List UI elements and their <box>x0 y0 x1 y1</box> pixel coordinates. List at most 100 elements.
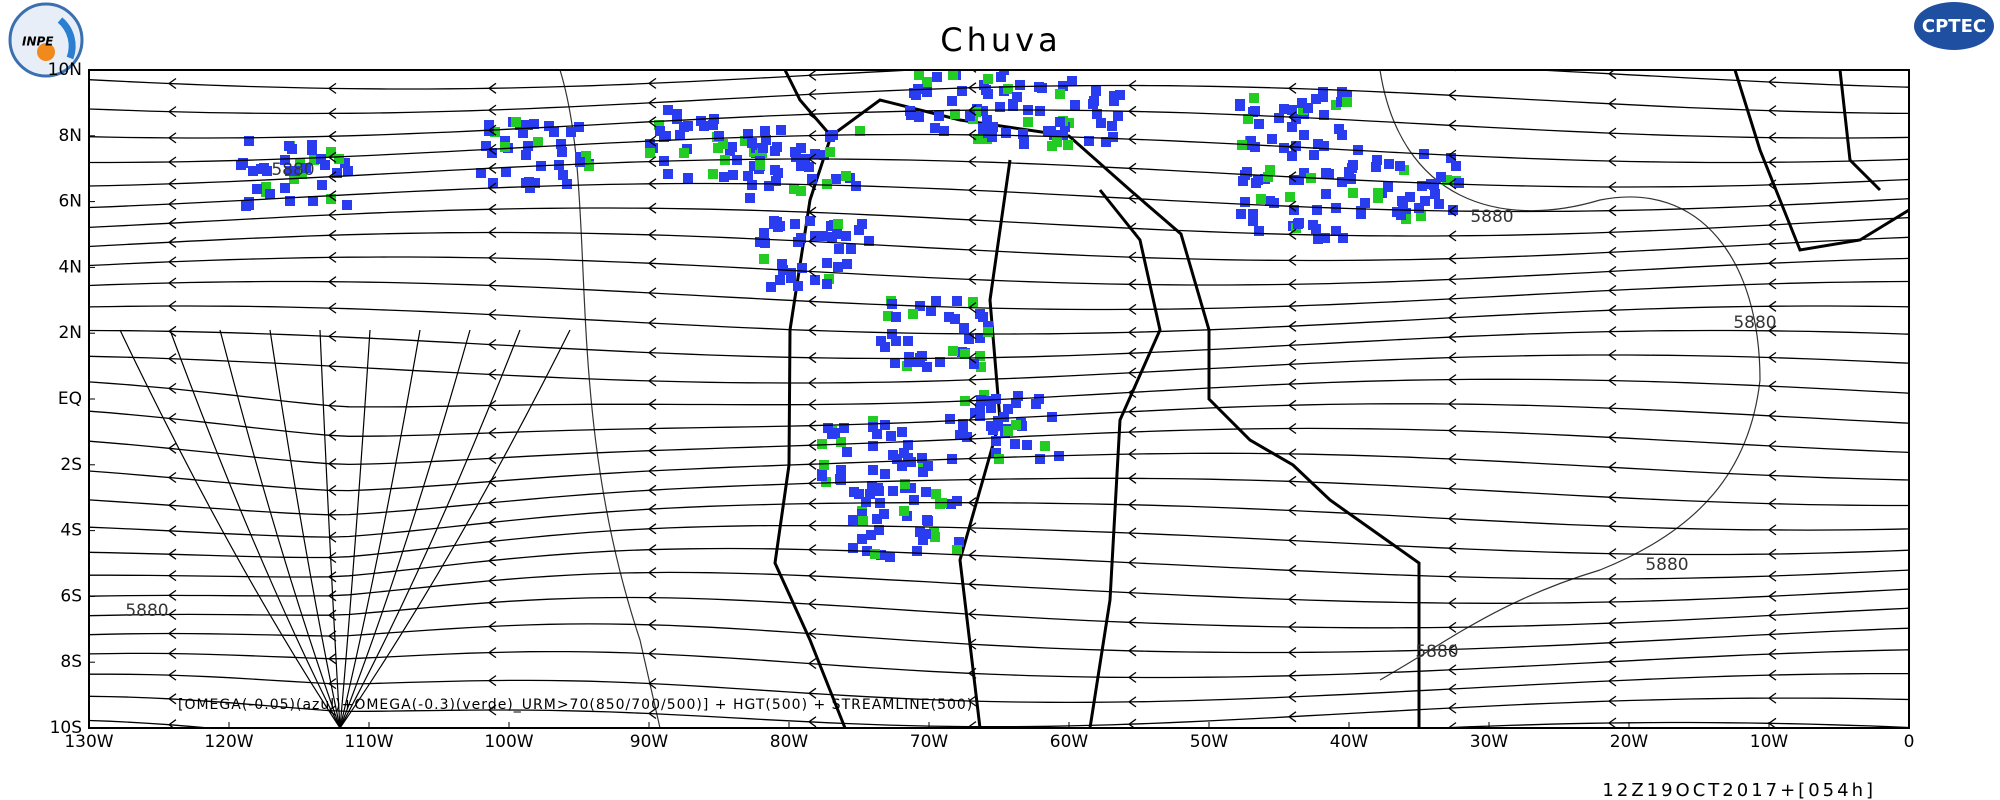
rain-patch <box>770 165 780 175</box>
rain-patch <box>747 138 757 148</box>
rain-patch <box>1356 209 1366 219</box>
rain-patch <box>917 453 927 463</box>
lat-label: 2N <box>58 323 82 343</box>
rain-patch <box>983 321 993 331</box>
rain-patch <box>839 423 849 433</box>
rain-patch <box>1019 139 1029 149</box>
rain-patch <box>1299 130 1309 140</box>
rain-patch <box>1331 226 1341 236</box>
rain-patch <box>1308 220 1318 230</box>
rain-patch <box>899 506 909 516</box>
rain-patch <box>280 183 290 193</box>
rain-patch <box>822 258 832 268</box>
rain-patch <box>786 273 796 283</box>
rain-patch <box>975 333 985 343</box>
rain-patch <box>1067 76 1077 86</box>
rain-patch <box>995 102 1005 112</box>
rain-patch <box>846 244 856 254</box>
rain-patch <box>316 154 326 164</box>
rain-patch <box>1279 104 1289 114</box>
rain-patch <box>1311 94 1321 104</box>
rain-patch <box>939 126 949 136</box>
rain-patch <box>810 231 820 241</box>
rain-patch <box>1334 124 1344 134</box>
rain-patch <box>1395 161 1405 171</box>
rain-patch <box>950 314 960 324</box>
rain-patch <box>511 117 521 127</box>
rain-patch <box>1001 128 1011 138</box>
stream-arrow <box>969 745 976 755</box>
rain-patch <box>931 489 941 499</box>
rain-patch <box>1371 162 1381 172</box>
rain-patch <box>708 169 718 179</box>
rain-patch <box>1321 168 1331 178</box>
rain-patch <box>549 127 559 137</box>
rain-patch <box>1084 136 1094 146</box>
rain-patch <box>481 141 491 151</box>
streamline <box>89 403 1909 437</box>
rain-patch <box>728 170 738 180</box>
rain-patch <box>830 428 840 438</box>
rain-patch <box>1360 198 1370 208</box>
rain-patch <box>308 196 318 206</box>
rain-patch <box>868 416 878 426</box>
streamline <box>89 280 1909 311</box>
streamline <box>89 649 1909 679</box>
rain-patch <box>842 259 852 269</box>
rain-patch <box>1003 426 1013 436</box>
rain-patch <box>987 132 997 142</box>
rain-patch <box>760 238 770 248</box>
rain-patch <box>912 546 922 556</box>
rain-patch <box>326 194 336 204</box>
lon-label: 80W <box>770 732 809 752</box>
rain-patch <box>1108 132 1118 142</box>
lon-label: 70W <box>910 732 949 752</box>
streamline <box>89 452 1909 492</box>
rain-patch <box>777 259 787 269</box>
rain-patch <box>866 530 876 540</box>
contour-label: 5880 <box>125 601 168 621</box>
rain-patch <box>1022 440 1032 450</box>
streamline <box>89 84 1909 115</box>
rain-patch <box>1092 109 1102 119</box>
rain-patch <box>868 441 878 451</box>
streamline <box>89 623 1909 654</box>
rain-patch <box>822 179 832 189</box>
rain-patch <box>854 489 864 499</box>
rain-patch <box>934 111 944 121</box>
rain-patch <box>810 275 820 285</box>
streamline <box>119 329 341 728</box>
rain-patch <box>930 123 940 133</box>
rain-patch <box>1011 398 1021 408</box>
streamline <box>89 524 1909 559</box>
rain-patch <box>825 147 835 157</box>
rain-patch <box>1055 89 1065 99</box>
rain-patch <box>1342 97 1352 107</box>
rain-patch <box>1256 194 1266 204</box>
rain-patch <box>1035 454 1045 464</box>
rain-patch <box>340 158 350 168</box>
rain-patch <box>975 411 985 421</box>
rain-patch <box>964 334 974 344</box>
rain-patch <box>285 166 295 176</box>
rain-patch <box>864 236 874 246</box>
streamline <box>339 329 521 728</box>
streamline <box>339 329 571 728</box>
rain-patch <box>867 481 877 491</box>
streamline <box>89 109 1909 139</box>
rain-patch <box>876 336 886 346</box>
rain-patch <box>796 143 806 153</box>
rain-patch <box>947 96 957 106</box>
rain-patch <box>890 358 900 368</box>
streamline <box>89 571 1909 604</box>
rain-patch <box>518 128 528 138</box>
rain-patch <box>983 74 993 84</box>
rain-patch <box>1236 209 1246 219</box>
rain-patch <box>683 173 693 183</box>
rain-patch <box>946 499 956 509</box>
lon-label: 0 <box>1904 732 1915 752</box>
rain-patch <box>566 127 576 137</box>
streamline <box>89 596 1909 629</box>
rain-patch <box>1109 96 1119 106</box>
streamline <box>89 672 1909 704</box>
